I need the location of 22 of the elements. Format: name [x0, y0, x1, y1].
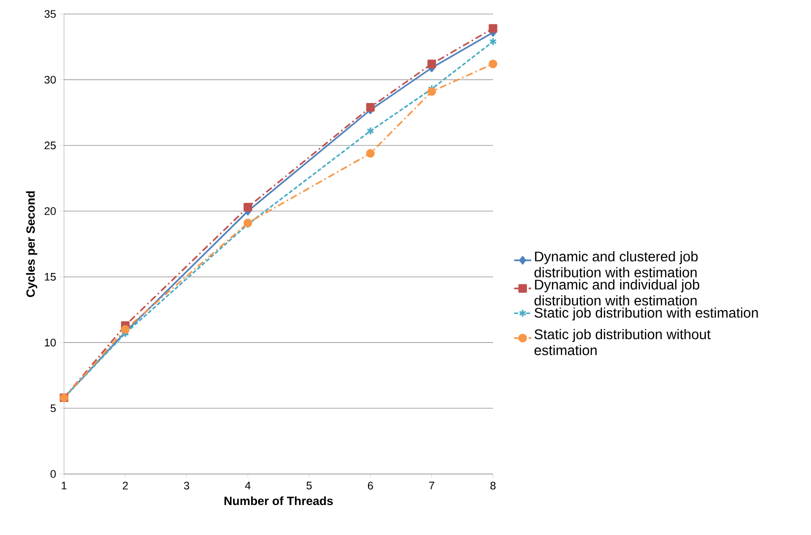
y-axis-title: Cycles per Second: [26, 191, 38, 297]
legend-label: Dynamic and clustered job distribution with estimation: [534, 251, 698, 278]
y-tick-label: 20: [44, 207, 56, 216]
legend-label: Static job distribution without estimation: [534, 329, 711, 356]
x-tick-label: 5: [306, 482, 312, 490]
y-tick-label: 0: [50, 470, 56, 478]
x-tick-label: 6: [368, 482, 373, 490]
y-tick-label: 5: [50, 404, 56, 412]
y-tick-label: 15: [44, 273, 56, 281]
x-tick-label: 8: [490, 482, 496, 490]
x-tick-label: 4: [245, 482, 251, 490]
x-tick-label: 7: [429, 482, 434, 490]
y-tick-label: 35: [44, 10, 56, 18]
y-tick-label: 25: [44, 142, 56, 150]
legend-label: Static job distribution with estimation: [534, 307, 758, 320]
x-axis-title: Number of Threads: [224, 496, 333, 506]
x-tick-label: 1: [62, 482, 67, 490]
x-tick-label: 3: [184, 482, 190, 490]
y-tick-label: 30: [44, 76, 56, 84]
legend-label: Dynamic and individual job distribution with estimation: [534, 279, 700, 306]
x-tick-label: 2: [122, 482, 128, 490]
y-tick-label: 10: [44, 338, 56, 346]
